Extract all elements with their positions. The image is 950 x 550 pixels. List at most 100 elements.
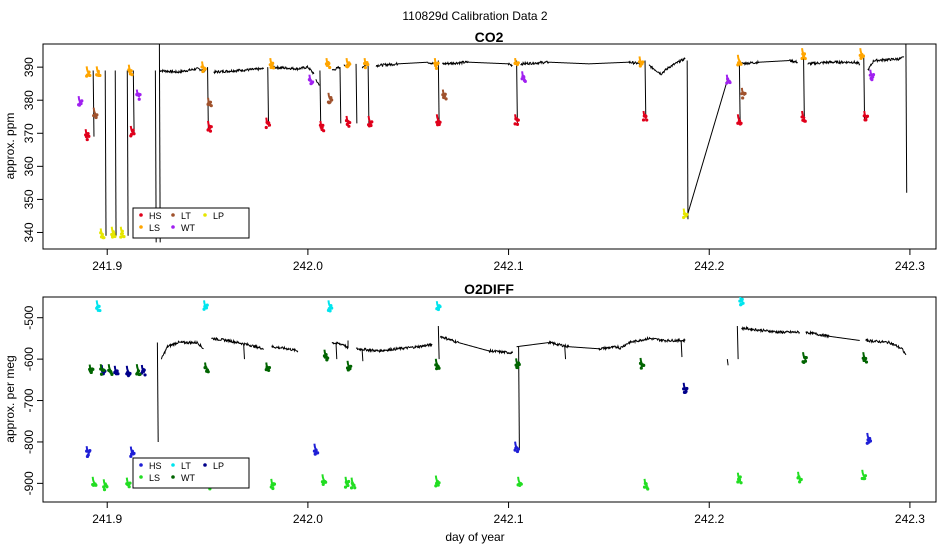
o2diff-y-tick-label: -700 xyxy=(22,388,36,412)
co2-sample-trace-drop xyxy=(686,60,689,220)
o2diff-wt-point-dot xyxy=(323,355,327,359)
co2-ls-calibration-point xyxy=(637,56,645,68)
co2-sample-trace-drop xyxy=(516,60,518,124)
co2-lt-calibration-point xyxy=(92,107,99,120)
co2-sample-trace-segment xyxy=(159,67,206,74)
co2-sample-trace-segment xyxy=(331,65,341,71)
co2-ls-point-dot xyxy=(88,73,92,78)
co2-ls-point-dot xyxy=(803,56,807,61)
o2diff-lp-point-dot xyxy=(685,386,689,391)
co2-lp-calibration-point xyxy=(110,226,117,239)
o2diff-sample-trace-drop xyxy=(361,348,364,362)
o2diff-lp-calibration-point xyxy=(682,382,689,394)
co2-ls-calibration-point xyxy=(324,58,332,70)
co2-hs-point-dot xyxy=(862,114,866,118)
o2diff-lp-point-dot xyxy=(128,371,132,376)
co2-wt-point-dot xyxy=(79,101,83,106)
o2diff-y-tick-label: -900 xyxy=(22,471,36,495)
co2-hs-point-dot xyxy=(865,114,870,118)
co2-hs-calibration-point xyxy=(264,117,272,130)
o2diff-lt-calibration-point xyxy=(435,301,442,312)
co2-panel: CO2 241.9 242.0 242.1 242.2 242.3 340 350 360 37… xyxy=(3,29,937,273)
co2-hs-point-dot xyxy=(87,134,91,138)
o2diff-lp-calibration-point xyxy=(140,364,147,377)
o2diff-ls-point-dot xyxy=(324,480,328,484)
co2-y-tick-label: 370 xyxy=(22,123,36,143)
co2-wt-point-dot xyxy=(870,78,874,82)
co2-sample-trace-drop xyxy=(738,60,741,124)
co2-ls-calibration-point xyxy=(344,58,352,69)
o2diff-ls-calibration-point xyxy=(860,469,868,481)
co2-lp-point-dot xyxy=(119,232,124,236)
o2diff-hs-calibration-point xyxy=(865,432,873,445)
o2diff-hs-point-dot xyxy=(85,449,89,453)
o2diff-lt-calibration-point xyxy=(738,297,745,307)
o2diff-lp-point-dot xyxy=(142,368,146,372)
co2-lt-point-dot xyxy=(444,97,448,101)
co2-lp-point-dot xyxy=(102,236,106,240)
o2diff-ls-point-dot xyxy=(519,482,523,486)
co2-hs-calibration-point xyxy=(344,115,352,128)
co2-legend-swatch-lt xyxy=(171,213,175,217)
o2diff-wt-point-dot xyxy=(267,368,271,373)
co2-legend-label-lp: LP xyxy=(213,211,224,221)
co2-lp-point-dot xyxy=(119,235,123,239)
co2-ls-calibration-point xyxy=(736,54,743,67)
co2-ls-point-dot xyxy=(861,54,866,58)
o2diff-wt-point-dot xyxy=(804,356,808,360)
co2-ls-point-dot xyxy=(436,61,440,65)
o2diff-sample-trace-drop xyxy=(680,340,683,358)
o2diff-lt-point-dot xyxy=(330,306,334,310)
o2diff-legend-swatch-ls xyxy=(139,475,143,479)
co2-y-tick-label: 360 xyxy=(22,156,36,176)
co2-hs-point-dot xyxy=(513,122,517,126)
co2-hs-point-dot xyxy=(131,128,135,132)
o2diff-legend-label-lt: LT xyxy=(181,461,191,471)
co2-hs-point-dot xyxy=(370,120,374,124)
co2-wt-calibration-point xyxy=(77,96,84,107)
co2-lt-point-dot xyxy=(443,92,447,96)
o2diff-legend-swatch-wt xyxy=(171,475,175,479)
co2-ls-point-dot xyxy=(348,62,352,66)
co2-lt-point-dot xyxy=(329,95,333,100)
co2-ls-point-dot xyxy=(203,67,207,71)
co2-hs-calibration-point xyxy=(800,110,807,123)
o2diff-ls-calibration-point xyxy=(736,472,743,485)
co2-sample-trace-drop xyxy=(803,57,805,121)
co2-wt-point-dot xyxy=(137,97,141,101)
co2-wt-point-dot xyxy=(308,78,312,82)
co2-wt-point-dot xyxy=(523,79,527,83)
o2diff-ls-calibration-point xyxy=(796,471,803,484)
co2-lt-calibration-point xyxy=(740,87,747,100)
co2-sample-trace-drop xyxy=(92,70,95,137)
o2diff-wt-point-dot xyxy=(136,369,141,373)
o2diff-legend: HS LT LP LS WT xyxy=(132,457,250,489)
o2diff-hs-point-dot xyxy=(88,448,92,453)
co2-sample-trace-segment xyxy=(867,56,905,72)
o2diff-plot-area: 241.9 242.0 242.1 242.2 242.3 -500 -600 -700 -80… xyxy=(22,296,937,526)
co2-x-tick-label: 241.9 xyxy=(92,259,122,273)
co2-ls-point-dot xyxy=(130,73,134,77)
o2diff-ls-point-dot xyxy=(799,477,803,482)
co2-sample-trace-drop xyxy=(132,70,135,134)
o2diff-y-axis-label: approx. per meg xyxy=(3,355,17,442)
co2-hs-point-dot xyxy=(347,124,351,128)
co2-ls-calibration-point xyxy=(268,58,276,70)
co2-lt-point-dot xyxy=(741,96,745,100)
co2-ls-point-dot xyxy=(739,62,743,66)
o2diff-wt-point-dot xyxy=(324,353,328,357)
co2-ls-point-dot xyxy=(802,52,807,56)
o2diff-ls-point-dot xyxy=(102,485,106,489)
o2diff-ls-point-dot xyxy=(272,482,277,486)
o2diff-legend-label-wt: WT xyxy=(181,473,195,483)
co2-hs-point-dot xyxy=(321,123,325,127)
o2diff-lt-point-dot xyxy=(741,301,745,305)
o2diff-wt-calibration-point xyxy=(203,362,210,374)
o2diff-x-tick-label: 242.2 xyxy=(694,512,724,526)
co2-sample-trace-drop xyxy=(267,67,270,127)
o2diff-sample-trace-segment xyxy=(618,336,686,350)
o2diff-wt-point-dot xyxy=(102,368,106,372)
o2diff-hs-point-dot xyxy=(868,436,872,441)
o2diff-wt-point-dot xyxy=(516,365,520,370)
co2-legend-box xyxy=(132,207,250,239)
